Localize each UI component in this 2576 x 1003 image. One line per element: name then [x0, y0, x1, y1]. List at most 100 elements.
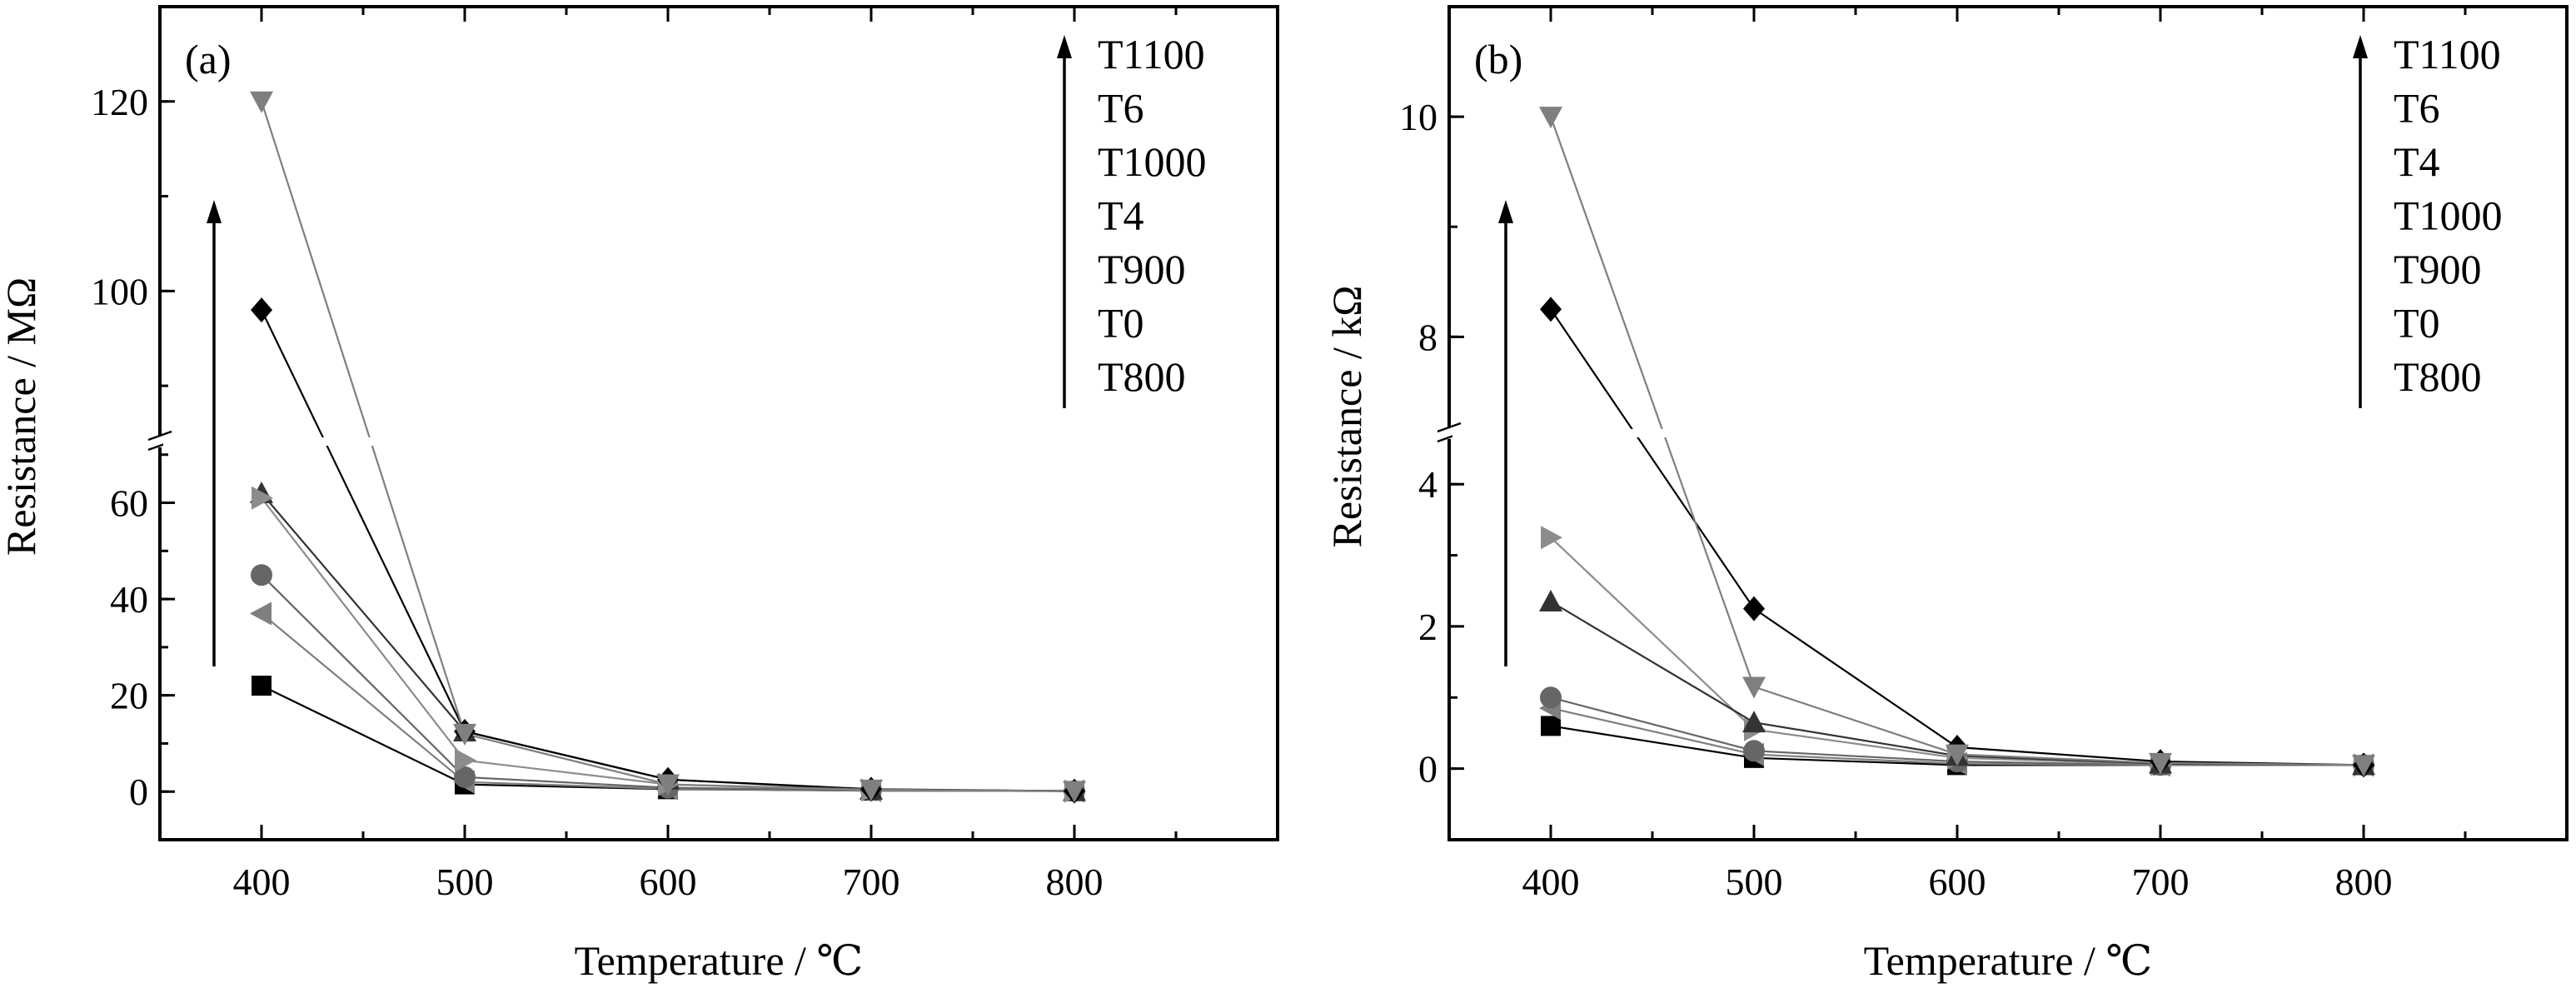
legend-arrowhead: [2353, 35, 2368, 58]
series-break-gap: [1452, 429, 1811, 437]
trend-arrow: [207, 200, 222, 666]
axis-break-slash: [1437, 422, 1462, 433]
panel-label: (b): [1474, 36, 1522, 82]
data-point-t4: [1539, 590, 1562, 612]
legend-entry-t4: T4: [1098, 192, 1144, 239]
x-tick-label: 800: [2335, 861, 2393, 903]
data-point-t1000: [1541, 526, 1562, 550]
x-tick-label: 400: [233, 861, 291, 903]
data-point-t800: [252, 676, 272, 696]
x-axis-title: Temperature / ℃: [575, 937, 864, 984]
y-tick-label: 40: [110, 578, 148, 621]
series-line-t900: [261, 574, 1075, 792]
x-tick-label: 400: [1522, 861, 1580, 903]
series-line-t0: [261, 612, 1075, 792]
legend-entry-t1100: T1100: [2394, 31, 2501, 77]
series-break-gap: [163, 437, 521, 446]
data-point-t900: [251, 564, 272, 586]
axis-break-slash: [147, 430, 172, 442]
trend-arrowhead: [1498, 200, 1513, 223]
x-tick-label: 600: [1929, 861, 1986, 903]
data-point-t6: [1743, 596, 1765, 621]
series-line-t1100: [1549, 116, 2364, 766]
legend-entry-t1100: T1100: [1098, 31, 1205, 77]
legend-entry-t1000: T1000: [1098, 138, 1207, 185]
data-point-t1100: [656, 774, 680, 796]
legend: T1100 T6 T1000 T4 T900 T0 T800: [1098, 31, 1207, 400]
legend-entry-t0: T0: [2394, 300, 2440, 347]
data-point-t900: [1743, 740, 1765, 762]
data-point-t1100: [1946, 744, 1969, 766]
legend-arrow: [2353, 35, 2368, 408]
legend-entry-t900: T900: [2394, 246, 2482, 292]
chart-panel-b: 400 500 600 700 800 0 2 4 8 10 (b) Temperature /…: [1323, 5, 2569, 984]
series-line-t4: [261, 492, 1075, 792]
plot-frame: [158, 5, 1279, 841]
data-point-t1100: [1539, 107, 1562, 129]
y-tick-label: 100: [91, 270, 148, 312]
y-axis-title: Resistance / MΩ: [0, 277, 44, 556]
y-ticks: 0 2 4 8 10: [1399, 5, 1464, 841]
data-point-t1100: [859, 779, 883, 801]
x-tick-label: 500: [436, 861, 494, 903]
legend-entry-t800: T800: [2394, 353, 2482, 400]
series-layer: [250, 91, 1086, 804]
legend-entry-t900: T900: [1098, 246, 1186, 292]
y-ticks: 0 20 40 60 100 120: [91, 5, 175, 841]
panel-label: (a): [185, 36, 232, 82]
legend-arrow: [1057, 35, 1072, 408]
trend-arrow: [1498, 200, 1513, 666]
y-tick-label: 2: [1418, 606, 1437, 648]
legend-entry-t6: T6: [2394, 85, 2440, 132]
data-point-t1100: [2352, 755, 2375, 777]
series-line-t6: [1550, 308, 2364, 766]
y-tick-label: 0: [129, 771, 148, 813]
x-tick-label: 800: [1046, 861, 1104, 903]
data-point-t1100: [250, 91, 273, 113]
y-tick-label: 0: [1418, 748, 1437, 791]
legend-entry-t6: T6: [1098, 85, 1144, 132]
data-point-t900: [1540, 686, 1562, 709]
data-point-t1100: [453, 723, 476, 746]
data-point-t800: [1541, 716, 1561, 736]
x-ticks: 400 500 600 700 800: [1447, 7, 2467, 903]
y-tick-label: 8: [1418, 316, 1437, 358]
chart-panel-a: 400 500 600 700 800 0 20 40 60 100 120 (a) Temper…: [0, 5, 1279, 984]
x-tick-label: 700: [843, 861, 900, 903]
series-line-t6: [261, 309, 1075, 792]
x-tick-label: 600: [640, 861, 697, 903]
legend-arrowhead: [1057, 35, 1072, 58]
y-tick-label: 20: [110, 675, 148, 717]
series-layer: [1539, 107, 2375, 778]
data-point-t1000: [252, 486, 273, 510]
data-point-t1100: [1063, 781, 1086, 803]
legend-entry-t4: T4: [2394, 138, 2440, 185]
data-point-t4: [1742, 711, 1766, 733]
x-axis-title: Temperature / ℃: [1864, 937, 2153, 984]
legend: T1100 T6 T4 T1000 T900 T0 T800: [2394, 31, 2503, 400]
data-point-t1100: [1742, 676, 1766, 699]
y-tick-label: 120: [91, 81, 148, 123]
data-point-t6: [1540, 297, 1562, 322]
trend-arrowhead: [207, 200, 222, 223]
data-point-t0: [250, 601, 272, 626]
axis-break: [147, 430, 521, 452]
y-axis-title: Resistance / kΩ: [1323, 286, 1370, 548]
x-tick-label: 500: [1726, 861, 1783, 903]
data-point-t1100: [2149, 752, 2172, 775]
axis-break: [1437, 422, 1811, 443]
series-line-t1000: [261, 497, 1075, 792]
data-point-t1000: [455, 748, 476, 772]
y-tick-label: 4: [1418, 463, 1437, 506]
data-point-t6: [251, 297, 272, 323]
x-ticks: 400 500 600 700 800: [158, 7, 1178, 903]
x-tick-label: 700: [2132, 861, 2190, 903]
legend-entry-t1000: T1000: [2394, 192, 2503, 239]
legend-entry-t800: T800: [1098, 353, 1186, 400]
legend-entry-t0: T0: [1098, 300, 1144, 347]
y-tick-label: 10: [1399, 96, 1437, 138]
data-point-t900: [454, 766, 476, 788]
series-line-t1000: [1550, 536, 2364, 766]
plot-frame: [1447, 5, 2569, 841]
